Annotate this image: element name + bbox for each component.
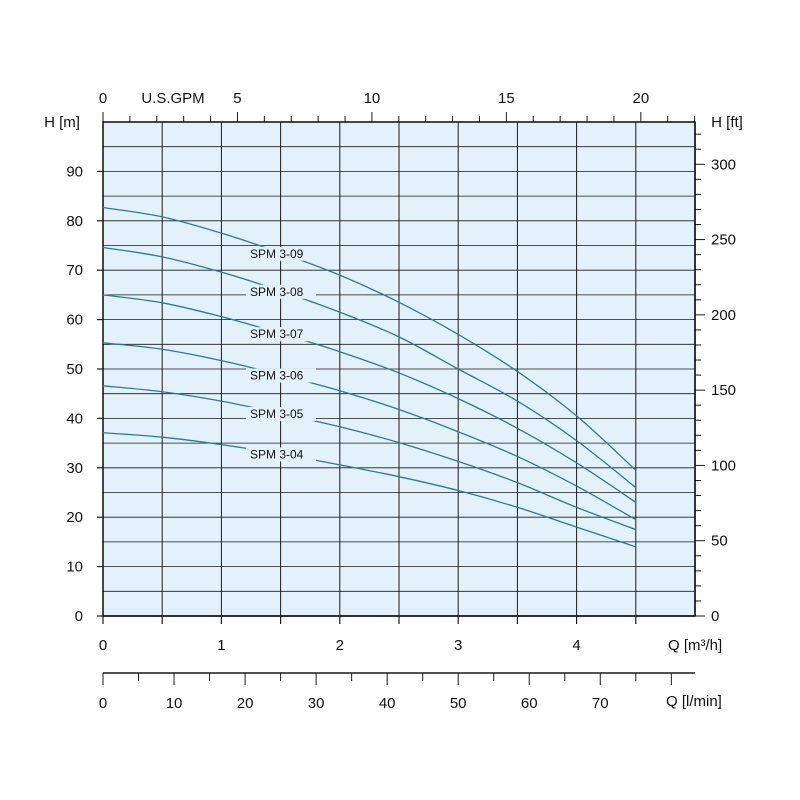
x-bottom-lmin-tick-label: 10 (166, 695, 183, 712)
y-left-tick-label: 0 (75, 608, 83, 625)
curve-label-spm-3-04: SPM 3-04 (250, 447, 304, 461)
y-right-tick-label: 250 (711, 232, 736, 249)
curve-spm-3-06 (102, 342, 637, 521)
x-bottom-m3h-tick-label: 2 (336, 637, 344, 654)
x-bottom-m3h-tick-label: 1 (217, 637, 225, 654)
y-left-tick-label: 70 (66, 262, 83, 279)
pump-curves (102, 206, 637, 548)
x-bottom-lmin-tick-label: 40 (379, 695, 396, 712)
curve-label-spm-3-09: SPM 3-09 (250, 247, 304, 261)
curve-label-spm-3-08: SPM 3-08 (250, 285, 304, 299)
y-right-tick-label: 50 (711, 533, 728, 550)
curve-spm-3-04 (102, 432, 637, 548)
y-right-axis-title: H [ft] (711, 114, 743, 131)
y-left-tick-label: 90 (66, 163, 83, 180)
curve-label-bg (246, 447, 316, 462)
y-right-tick-label: 0 (711, 608, 719, 625)
x-bottom-lmin-axis-title: Q [l/min] (666, 693, 722, 710)
curve-spm-3-09 (102, 206, 637, 471)
curve-spm-3-05 (102, 385, 637, 531)
curve-label-spm-3-05: SPM 3-05 (250, 407, 304, 421)
y-right-tick-label: 200 (711, 307, 736, 324)
x-top-tick-label: 0 (99, 90, 107, 107)
curve-labels: SPM 3-09 SPM 3-08 SPM 3-07 SPM 3-06 SPM 3-05… (246, 246, 316, 462)
y-left-tick-label: 80 (66, 213, 83, 230)
curve-label-bg (246, 368, 316, 383)
y-left-tick-label: 20 (66, 509, 83, 526)
x-top-tick-label: 20 (632, 90, 649, 107)
x-top-axis-title: U.S.GPM (141, 90, 204, 107)
curve-label-bg (246, 406, 316, 421)
curve-label-spm-3-06: SPM 3-06 (250, 369, 304, 383)
x-bottom-lmin-tick-label: 0 (99, 695, 107, 712)
y-right-tick-label: 150 (711, 382, 736, 399)
y-left-tick-label: 40 (66, 410, 83, 427)
curve-label-bg (246, 246, 316, 261)
x-bottom-lmin-tick-label: 20 (237, 695, 254, 712)
x-bottom-lmin-tick-label: 60 (521, 695, 538, 712)
curve-label-bg (246, 284, 316, 299)
grid-lines (103, 122, 695, 616)
x-bottom-lmin-tick-label: 70 (592, 695, 609, 712)
y-left-tick-label: 10 (66, 559, 83, 576)
curve-spm-3-07 (102, 294, 637, 503)
y-left-tick-label: 60 (66, 312, 83, 329)
curve-label-spm-3-07: SPM 3-07 (250, 327, 304, 341)
x-bottom-m3h-tick-label: 4 (572, 637, 580, 654)
y-left-tick-label: 30 (66, 460, 83, 477)
curve-spm-3-08 (102, 246, 637, 489)
x-top-tick-label: 10 (364, 90, 381, 107)
y-left-tick-label: 50 (66, 361, 83, 378)
x-bottom-m3h-tick-label: 0 (99, 637, 107, 654)
x-bottom-m3h-axis-title: Q [m³/h] (668, 637, 722, 654)
x-bottom-lmin-tick-label: 30 (308, 695, 325, 712)
y-left-axis-title: H [m] (44, 114, 80, 131)
curve-label-bg (246, 327, 316, 342)
x-bottom-lmin-tick-label: 50 (450, 695, 467, 712)
x-top-tick-label: 15 (498, 90, 515, 107)
y-right-tick-label: 300 (711, 156, 736, 173)
x-bottom-m3h-tick-label: 3 (454, 637, 462, 654)
y-right-tick-label: 100 (711, 457, 736, 474)
x-top-tick-label: 5 (233, 90, 241, 107)
